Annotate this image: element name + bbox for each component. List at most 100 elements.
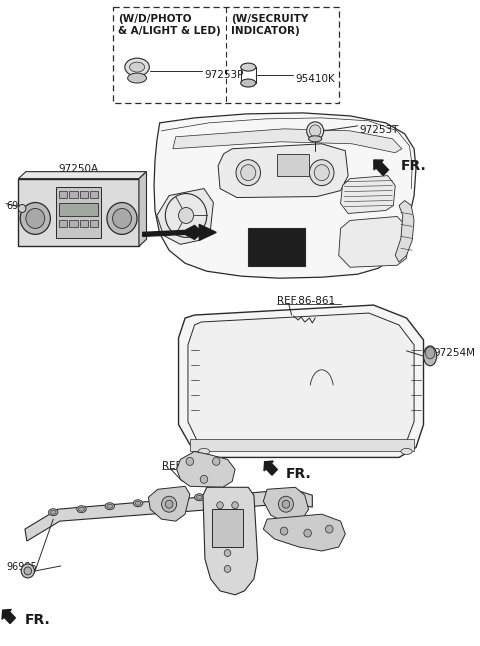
Circle shape bbox=[278, 496, 293, 512]
Circle shape bbox=[314, 165, 329, 181]
Text: (W/SECRUITY: (W/SECRUITY bbox=[231, 14, 309, 25]
Polygon shape bbox=[18, 172, 146, 179]
Ellipse shape bbox=[309, 136, 322, 141]
Polygon shape bbox=[143, 225, 202, 240]
Text: 97253P: 97253P bbox=[204, 70, 243, 80]
Ellipse shape bbox=[425, 347, 435, 359]
Polygon shape bbox=[199, 224, 216, 240]
Circle shape bbox=[26, 209, 45, 229]
Bar bbox=[80, 220, 88, 227]
Ellipse shape bbox=[423, 346, 437, 366]
Ellipse shape bbox=[272, 491, 277, 495]
Circle shape bbox=[20, 202, 50, 234]
Text: 95410K: 95410K bbox=[295, 74, 335, 84]
Text: 96985: 96985 bbox=[6, 562, 37, 572]
Text: REF.86-861: REF.86-861 bbox=[277, 296, 336, 306]
Ellipse shape bbox=[48, 508, 58, 516]
Text: 69826: 69826 bbox=[6, 200, 37, 211]
Circle shape bbox=[224, 565, 231, 572]
Bar bbox=[59, 202, 98, 216]
Text: 97250A: 97250A bbox=[59, 163, 99, 174]
Circle shape bbox=[232, 502, 239, 508]
Circle shape bbox=[186, 457, 193, 465]
Bar bbox=[113, 7, 339, 103]
Text: REF.60-640: REF.60-640 bbox=[162, 461, 219, 472]
Bar bbox=[190, 439, 414, 452]
Ellipse shape bbox=[135, 501, 141, 505]
Ellipse shape bbox=[196, 495, 202, 499]
Ellipse shape bbox=[107, 505, 113, 508]
Text: FR.: FR. bbox=[286, 467, 312, 481]
Ellipse shape bbox=[234, 494, 240, 497]
Ellipse shape bbox=[105, 503, 114, 510]
Bar bbox=[69, 220, 78, 227]
Circle shape bbox=[310, 125, 321, 137]
Text: INDICATOR): INDICATOR) bbox=[231, 26, 300, 36]
Polygon shape bbox=[154, 113, 416, 278]
Bar bbox=[213, 509, 242, 547]
Circle shape bbox=[179, 207, 193, 224]
Text: 97254M: 97254M bbox=[433, 348, 475, 358]
Circle shape bbox=[107, 202, 137, 234]
Polygon shape bbox=[264, 461, 277, 475]
Circle shape bbox=[282, 500, 290, 508]
Polygon shape bbox=[139, 172, 146, 246]
Polygon shape bbox=[157, 189, 214, 244]
Polygon shape bbox=[339, 216, 408, 267]
Ellipse shape bbox=[128, 73, 146, 83]
Circle shape bbox=[216, 502, 223, 508]
Ellipse shape bbox=[162, 497, 171, 504]
Polygon shape bbox=[264, 514, 345, 551]
Polygon shape bbox=[179, 305, 423, 457]
Ellipse shape bbox=[164, 498, 169, 502]
Bar bbox=[18, 179, 139, 246]
Polygon shape bbox=[203, 487, 258, 595]
Polygon shape bbox=[218, 144, 348, 198]
Text: FR.: FR. bbox=[25, 613, 51, 627]
Bar bbox=[80, 191, 88, 198]
Polygon shape bbox=[25, 489, 312, 541]
Text: 97253T: 97253T bbox=[360, 125, 399, 135]
Text: FR.: FR. bbox=[401, 159, 427, 172]
Polygon shape bbox=[173, 129, 402, 152]
Circle shape bbox=[304, 529, 312, 537]
Circle shape bbox=[236, 160, 261, 185]
Polygon shape bbox=[374, 160, 388, 176]
Bar bbox=[59, 191, 67, 198]
Bar bbox=[90, 220, 98, 227]
Ellipse shape bbox=[194, 494, 204, 501]
Circle shape bbox=[18, 205, 26, 213]
Circle shape bbox=[21, 564, 35, 578]
Polygon shape bbox=[264, 487, 309, 523]
Ellipse shape bbox=[50, 510, 56, 514]
Ellipse shape bbox=[125, 58, 149, 76]
Bar bbox=[248, 229, 305, 266]
Bar bbox=[90, 191, 98, 198]
Ellipse shape bbox=[79, 507, 84, 511]
Bar bbox=[56, 187, 101, 238]
Polygon shape bbox=[188, 313, 414, 450]
Ellipse shape bbox=[270, 490, 279, 497]
Circle shape bbox=[310, 160, 334, 185]
Circle shape bbox=[240, 165, 256, 181]
Polygon shape bbox=[341, 176, 395, 213]
Ellipse shape bbox=[198, 448, 210, 454]
Polygon shape bbox=[148, 486, 190, 521]
Bar bbox=[69, 191, 78, 198]
Circle shape bbox=[280, 527, 288, 535]
Polygon shape bbox=[395, 200, 414, 262]
Ellipse shape bbox=[240, 63, 256, 71]
Ellipse shape bbox=[232, 492, 241, 499]
Circle shape bbox=[113, 209, 132, 229]
Ellipse shape bbox=[77, 506, 86, 513]
Bar bbox=[276, 154, 310, 176]
Circle shape bbox=[213, 457, 220, 465]
Ellipse shape bbox=[401, 448, 412, 454]
Text: & A/LIGHT & LED): & A/LIGHT & LED) bbox=[118, 26, 221, 36]
Ellipse shape bbox=[240, 79, 256, 87]
Bar bbox=[59, 220, 67, 227]
Circle shape bbox=[224, 550, 231, 556]
Polygon shape bbox=[177, 452, 235, 487]
Ellipse shape bbox=[130, 62, 144, 72]
Circle shape bbox=[165, 500, 173, 508]
